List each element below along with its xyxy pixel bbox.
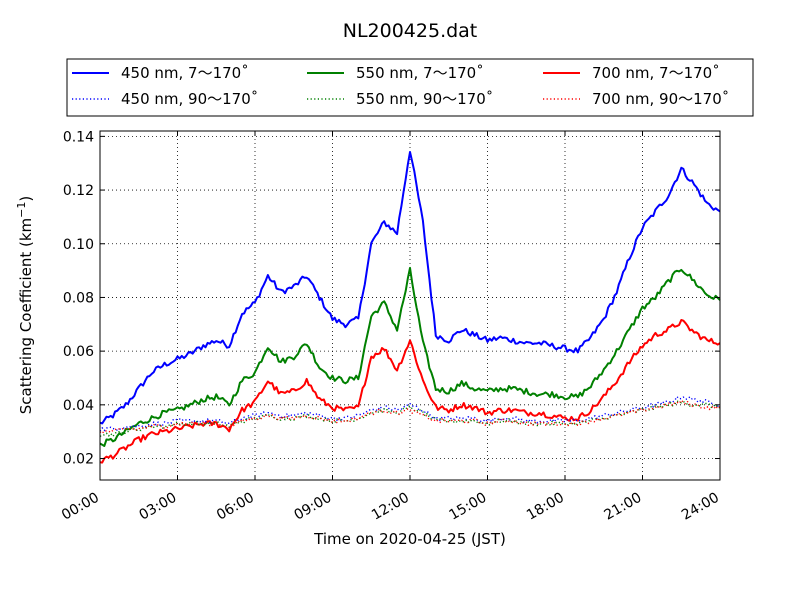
series-line	[99, 266, 721, 447]
y-tick-label: 0.08	[63, 290, 94, 306]
y-axis-label-unit-exp: −1	[15, 202, 28, 218]
x-tick-label: 24:00	[679, 490, 722, 524]
y-axis-label-close: )	[17, 196, 35, 202]
x-tick-label: 09:00	[292, 490, 335, 524]
x-tick-label: 03:00	[137, 490, 180, 524]
legend-label: 700 nm, 90～170˚	[592, 90, 729, 108]
legend-label: 700 nm, 7～170˚	[592, 64, 720, 82]
x-tick-label: 21:00	[602, 490, 645, 524]
legend-label: 550 nm, 7～170˚	[356, 64, 484, 82]
legend: 450 nm, 7～170˚ 550 nm, 7～170˚ 700 nm, 7～17…	[66, 58, 754, 117]
x-tick-label: 18:00	[524, 490, 567, 524]
ticks	[99, 131, 721, 480]
y-tick-label: 0.14	[63, 129, 94, 145]
y-tick-label: 0.10	[63, 237, 94, 253]
x-axis-label: Time on 2020-04-25 (JST)	[313, 530, 506, 548]
y-tick-labels: 0.02 0.04 0.06 0.08 0.10 0.12 0.14	[63, 129, 94, 467]
x-tick-label: 00:00	[59, 490, 102, 524]
legend-label: 550 nm, 90～170˚	[356, 90, 493, 108]
y-tick-label: 0.02	[63, 452, 94, 468]
legend-label: 450 nm, 90～170˚	[121, 90, 258, 108]
series-line	[99, 319, 721, 464]
x-tick-labels: 00:00 03:00 06:00 09:00 12:00 15:00 18:00 21:00…	[59, 490, 722, 524]
y-tick-label: 0.06	[63, 344, 94, 360]
legend-label: 450 nm, 7～170˚	[121, 64, 249, 82]
series-line	[99, 151, 721, 425]
y-tick-label: 0.04	[63, 398, 94, 414]
series-line	[99, 399, 721, 435]
legend-frame	[66, 58, 754, 117]
series-layer	[99, 151, 721, 464]
x-tick-label: 06:00	[214, 490, 257, 524]
x-tick-label: 12:00	[369, 490, 412, 524]
series-line	[99, 395, 721, 432]
y-axis-label-main: Scattering Coefficient (km	[17, 218, 35, 414]
x-tick-label: 15:00	[447, 490, 490, 524]
chart-title: NL200425.dat	[343, 20, 478, 42]
y-tick-label: 0.12	[63, 183, 94, 199]
y-axis-label: Scattering Coefficient (km−1)	[15, 196, 35, 415]
